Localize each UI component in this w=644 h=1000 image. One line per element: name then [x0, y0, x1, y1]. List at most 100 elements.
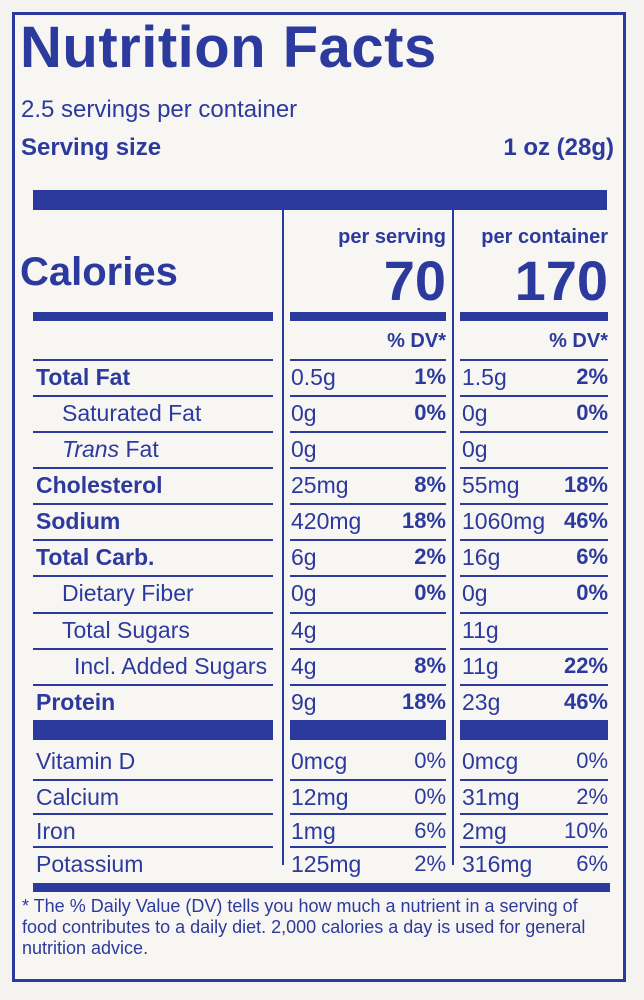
row-rule	[460, 813, 608, 815]
per-serving-dv: 6%	[414, 818, 446, 843]
nutrient-label: Total Fat	[36, 364, 131, 390]
serving-divider-bar	[33, 190, 607, 210]
row-rule	[460, 779, 608, 781]
nutrient-label-rest: Fat	[119, 436, 159, 462]
calories-label: Calories	[20, 250, 178, 294]
vitamin-bar-col1	[290, 720, 446, 740]
col1-calories: 70	[383, 249, 446, 312]
column-divider-2	[452, 210, 454, 865]
per-serving-amount: 4g	[291, 617, 317, 643]
row-rule	[290, 648, 446, 650]
calorie-bar-col1	[290, 312, 446, 321]
per-serving-dv: 0%	[414, 400, 446, 425]
row-rule	[290, 612, 446, 614]
col2-calories: 170	[514, 249, 608, 312]
nutrient-label: Trans Fat	[62, 436, 159, 463]
row-rule	[33, 648, 273, 650]
per-serving-amount: 1mg	[291, 818, 336, 844]
per-serving-amount: 0g	[291, 436, 317, 462]
per-container-amount: 2mg	[462, 818, 507, 844]
col1-header: per serving	[338, 226, 446, 248]
calorie-bar-col2	[460, 312, 608, 321]
row-rule	[460, 612, 608, 614]
row-rule	[460, 431, 608, 433]
nutrient-label: Protein	[36, 689, 116, 715]
per-serving-dv: 0%	[414, 748, 446, 773]
row-rule	[33, 779, 273, 781]
per-serving-amount: 0.5g	[291, 364, 336, 390]
row-rule	[290, 846, 446, 848]
label-title: Nutrition Facts	[20, 15, 437, 80]
per-container-dv: 0%	[576, 748, 608, 773]
per-serving-dv: 2%	[414, 544, 446, 569]
row-rule	[33, 684, 273, 686]
per-container-amount: 0mcg	[462, 748, 519, 774]
col2-dv-header: % DV*	[549, 330, 608, 352]
nutrient-label: Total Carb.	[36, 544, 155, 570]
per-serving-amount: 4g	[291, 653, 317, 679]
per-serving-amount: 6g	[291, 544, 317, 570]
per-serving-amount: 9g	[291, 689, 317, 715]
per-serving-dv: 1%	[414, 364, 446, 389]
nutrient-label: Total Sugars	[62, 617, 190, 643]
per-serving-dv: 8%	[414, 472, 446, 497]
nutrition-facts-panel	[12, 12, 626, 982]
per-serving-dv: 18%	[401, 508, 446, 533]
row-rule	[460, 539, 608, 541]
nutrient-label: Incl. Added Sugars	[74, 653, 268, 679]
footnote: * The % Daily Value (DV) tells you how m…	[22, 896, 586, 958]
per-container-dv: 46%	[563, 508, 608, 533]
per-container-amount: 1060mg	[462, 508, 546, 534]
row-rule	[290, 684, 446, 686]
row-rule	[33, 395, 273, 397]
nutrient-label: Cholesterol	[36, 472, 163, 498]
nutrient-label: Sodium	[36, 508, 121, 534]
per-serving-amount: 0mcg	[291, 748, 348, 774]
row-rule	[460, 684, 608, 686]
vitamin-label: Potassium	[36, 851, 144, 877]
per-container-amount: 11g	[462, 653, 499, 679]
per-container-dv: 22%	[563, 653, 608, 678]
per-serving-amount: 420mg	[291, 508, 362, 534]
row-rule	[460, 846, 608, 848]
row-rule	[33, 612, 273, 614]
row-rule	[290, 467, 446, 469]
calorie-bar-label	[33, 312, 273, 321]
per-container-amount: 16g	[462, 544, 501, 570]
per-container-amount: 23g	[462, 689, 501, 715]
per-container-dv: 2%	[576, 364, 608, 389]
per-container-dv: 6%	[576, 544, 608, 569]
nutrient-label: Saturated Fat	[62, 400, 202, 426]
per-serving-amount: 125mg	[291, 851, 362, 877]
per-serving-dv: 8%	[414, 653, 446, 678]
per-serving-dv: 0%	[414, 580, 446, 605]
row-rule	[290, 813, 446, 815]
row-rule	[290, 779, 446, 781]
row-rule	[33, 467, 273, 469]
row-rule	[290, 575, 446, 577]
row-rule	[33, 359, 273, 361]
servings-per-container: 2.5 servings per container	[21, 96, 298, 123]
row-rule	[33, 431, 273, 433]
per-serving-dv: 2%	[414, 851, 446, 876]
row-rule	[460, 467, 608, 469]
per-serving-dv: 18%	[401, 689, 446, 714]
per-container-amount: 0g	[462, 436, 488, 462]
per-serving-dv: 0%	[414, 784, 446, 809]
serving-size-value: 1 oz (28g)	[503, 134, 614, 161]
vitamin-label: Calcium	[36, 784, 120, 810]
row-rule	[33, 846, 273, 848]
row-rule	[290, 395, 446, 397]
row-rule	[290, 503, 446, 505]
row-rule	[460, 359, 608, 361]
per-serving-amount: 25mg	[291, 472, 349, 498]
per-container-dv: 10%	[563, 818, 608, 843]
column-divider-1	[282, 210, 284, 865]
vitamin-label: Vitamin D	[36, 748, 136, 774]
row-rule	[33, 503, 273, 505]
row-rule	[460, 395, 608, 397]
col2-header: per container	[481, 226, 608, 248]
serving-size-label: Serving size	[21, 134, 162, 161]
nutrient-label: Dietary Fiber	[62, 580, 194, 606]
per-container-dv: 18%	[563, 472, 608, 497]
